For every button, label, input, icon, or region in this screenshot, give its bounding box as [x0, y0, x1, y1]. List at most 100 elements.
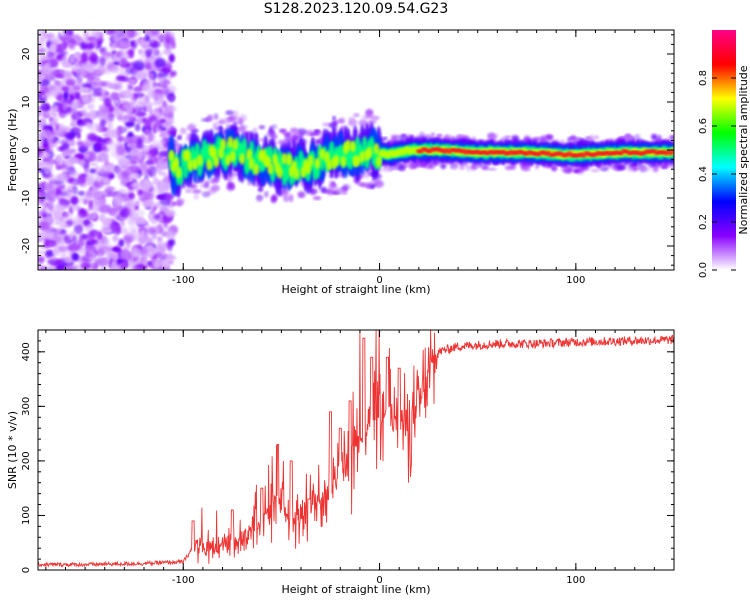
heatmap-noise-blob [55, 93, 65, 102]
heatmap-noise-blob [105, 186, 114, 196]
heatmap-noise-blob [163, 48, 173, 56]
heatmap-halo-blob [320, 186, 328, 193]
heatmap-noise-blob [141, 83, 152, 92]
heatmap-noise-blob [150, 101, 159, 107]
heatmap-noise-blob [67, 176, 75, 184]
heatmap-noise-blob [156, 236, 163, 242]
heatmap-halo-blob [191, 189, 202, 194]
colorbar: 0.0 0.2 0.4 0.6 0.8 Normalized spectral ampl… [698, 30, 750, 278]
heatmap-noise-blob [78, 175, 86, 185]
heatmap-noise-blob [50, 118, 58, 124]
heatmap-noise-blob [166, 225, 175, 232]
colorbar-tick-label: 0.0 [698, 262, 709, 278]
heatmap-halo-blob [360, 184, 371, 188]
snr-y-tick-label: 300 [21, 397, 32, 416]
heatmap-noise-blob [168, 53, 175, 63]
heatmap-noise-blob [62, 211, 74, 222]
heatmap-noise-blob [135, 71, 148, 81]
heatmap-noise-blob [163, 194, 174, 201]
heatmap-halo-blob [590, 169, 600, 173]
heatmap-noise-blob [152, 80, 157, 89]
heatmap-noise-blob [142, 260, 149, 266]
heatmap-noise-blob [159, 104, 164, 115]
heatmap-noise-blob [118, 193, 126, 202]
heatmap-noise-blob [39, 84, 48, 94]
heatmap-noise-blob [110, 147, 118, 158]
heatmap-halo-blob [588, 134, 594, 143]
heatmap-noise-blob [120, 157, 128, 165]
heatmap-noise-blob [83, 43, 95, 50]
heatmap-noise-blob [118, 238, 125, 247]
heatmap-noise-blob [46, 52, 55, 59]
heatmap-noise-blob [101, 228, 114, 234]
heatmap-noise-blob [100, 265, 107, 270]
heatmap-noise-blob [86, 103, 95, 110]
heatmap-noise-blob [139, 38, 146, 45]
heatmap-noise-blob [146, 104, 152, 112]
heatmap-halo-blob [559, 139, 566, 145]
heatmap-noise-blob [99, 169, 111, 178]
heatmap-noise-blob [152, 168, 157, 179]
heatmap-halo-blob [259, 138, 265, 142]
heatmap-noise-blob [61, 61, 73, 68]
heatmap-noise-blob [121, 260, 128, 269]
heatmap-noise-blob [55, 155, 63, 166]
heatmap-halo-blob [264, 190, 269, 198]
heatmap-halo-blob [266, 131, 276, 137]
heatmap-noise-blob [128, 49, 135, 59]
heatmap-noise-blob [90, 125, 99, 133]
heatmap-noise-blob [43, 183, 56, 189]
heatmap-noise-blob [115, 108, 125, 118]
heatmap-y-tick-label: 20 [21, 48, 32, 61]
heatmap-noise-blob [143, 118, 153, 129]
heatmap-noise-blob [83, 198, 89, 205]
heatmap-noise-blob [47, 259, 59, 266]
heatmap-noise-blob [123, 113, 135, 122]
heatmap-noise-blob [140, 134, 146, 141]
heatmap-noise-blob [97, 110, 104, 116]
heatmap-noise-blob [115, 75, 126, 81]
heatmap-noise-blob [38, 59, 45, 67]
heatmap-halo-blob [219, 118, 224, 123]
heatmap-noise-blob [134, 123, 141, 132]
heatmap-noise-blob [112, 93, 125, 99]
heatmap-noise-blob [38, 131, 45, 141]
heatmap-noise-blob [119, 40, 131, 48]
heatmap-band-cell [173, 157, 180, 169]
heatmap-halo-blob [335, 119, 345, 124]
heatmap-noise-blob [158, 152, 165, 160]
heatmap-noise-blob [102, 132, 110, 138]
heatmap-noise-blob [166, 200, 176, 208]
heatmap-noise-blob [94, 31, 104, 38]
heatmap-halo-blob [353, 113, 360, 118]
heatmap-noise-blob [148, 236, 155, 246]
heatmap-noise-blob [109, 65, 120, 74]
heatmap-halo-blob [239, 114, 247, 122]
heatmap-noise-blob [89, 162, 99, 167]
heatmap-noise-blob [78, 213, 84, 223]
heatmap-noise-blob [43, 147, 50, 152]
heatmap-noise-blob [38, 191, 46, 199]
heatmap-y-tick-label: 0 [21, 147, 32, 153]
heatmap-noise-blob [55, 263, 67, 270]
heatmap-noise-blob [38, 256, 45, 263]
heatmap-noise-blob [46, 213, 54, 223]
heatmap-band-cell [168, 149, 175, 162]
heatmap-noise-blob [71, 252, 80, 262]
heatmap-band-cell [206, 158, 213, 171]
heatmap-noise-blob [148, 228, 157, 234]
heatmap-noise-blob [47, 188, 56, 197]
heatmap-noise-blob [99, 81, 107, 87]
heatmap-noise-blob [140, 229, 146, 240]
heatmap-band-cell [375, 155, 382, 168]
heatmap-noise-blob [38, 182, 47, 193]
heatmap-halo-blob [669, 135, 674, 140]
heatmap-x-tick-label: 0 [376, 275, 382, 286]
heatmap-noise-blob [84, 244, 94, 250]
heatmap-halo-blob [381, 165, 391, 173]
heatmap-noise-blob [122, 31, 134, 36]
heatmap-noise-blob [148, 131, 154, 142]
heatmap-halo-blob [481, 165, 489, 171]
heatmap-noise-blob [38, 72, 44, 83]
